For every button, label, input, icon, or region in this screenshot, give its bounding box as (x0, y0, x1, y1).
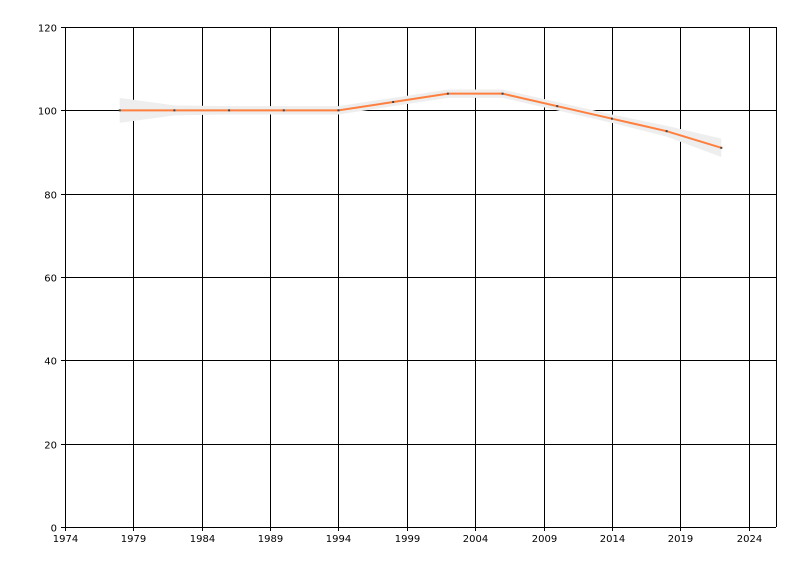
data-point (282, 109, 285, 112)
data-point (118, 109, 121, 112)
data-point (665, 130, 668, 133)
grid (61, 27, 776, 531)
x-tick-label: 2019 (668, 534, 693, 545)
data-point (228, 109, 231, 112)
y-tick-labels: 0 20 40 60 80 100 120 (38, 24, 57, 535)
x-tick-label: 1999 (395, 534, 420, 545)
x-tick-label: 1974 (53, 534, 78, 545)
y-tick-label: 40 (44, 357, 57, 368)
data-point (392, 101, 395, 103)
confidence-band-area (119, 89, 722, 157)
data-point (610, 117, 613, 120)
data-point (173, 109, 176, 112)
data-point (501, 92, 504, 95)
x-tick-label: 1979 (121, 534, 146, 545)
data-point (337, 109, 340, 112)
x-tick-labels: 1974 1979 1984 1989 1994 1999 2004 2009 2014 2019… (53, 534, 762, 545)
data-points (118, 92, 723, 149)
data-point (446, 92, 449, 95)
data-point (720, 146, 723, 149)
data-point (556, 105, 559, 108)
y-tick-label: 20 (44, 441, 57, 452)
x-tick-label: 2024 (737, 534, 762, 545)
axes (65, 27, 777, 528)
x-tick-label: 1994 (326, 534, 351, 545)
y-tick-label: 80 (44, 191, 57, 202)
y-tick-label: 60 (44, 274, 57, 285)
x-tick-label: 2009 (532, 534, 557, 545)
series-line (119, 92, 722, 149)
y-tick-label: 0 (51, 524, 57, 535)
confidence-band (119, 89, 722, 157)
x-tick-label: 2004 (463, 534, 488, 545)
x-tick-label: 1989 (258, 534, 283, 545)
series-line-path (119, 92, 722, 149)
x-tick-label: 2014 (600, 534, 625, 545)
x-tick-label: 1984 (190, 534, 215, 545)
y-tick-label: 120 (38, 24, 57, 35)
y-tick-label: 100 (38, 107, 57, 118)
